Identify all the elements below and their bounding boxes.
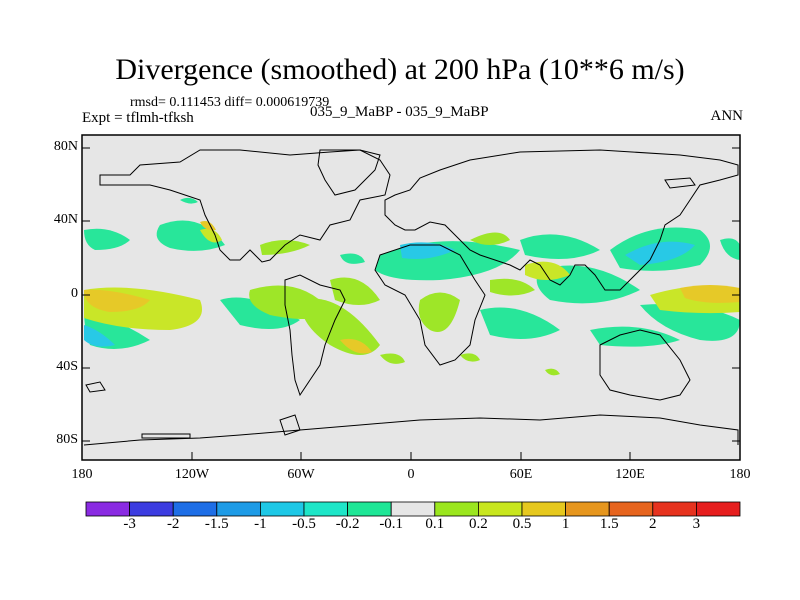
patch bbox=[720, 238, 740, 260]
patch bbox=[260, 240, 310, 255]
coastline-africa bbox=[374, 244, 486, 366]
x-tick-label: 120W bbox=[174, 467, 210, 482]
x-tick-label: 180 bbox=[729, 467, 751, 482]
rmsd-diff-stats: rmsd= 0.111453 diff= 0.000619739 bbox=[130, 95, 330, 110]
coastline-island bbox=[279, 414, 301, 436]
patch bbox=[470, 232, 510, 245]
colorbar-label: 1.5 bbox=[599, 516, 619, 532]
patch bbox=[640, 304, 740, 341]
colorbar-swatch bbox=[696, 501, 741, 517]
patch bbox=[330, 277, 380, 305]
colorbar-label: -1.5 bbox=[204, 516, 229, 532]
colorbar-label: -0.1 bbox=[379, 516, 404, 532]
y-tick-label: 40N bbox=[53, 212, 78, 227]
patch bbox=[545, 368, 560, 376]
season-label: ANN bbox=[710, 108, 744, 124]
colorbar-swatch bbox=[652, 501, 697, 517]
coastline-antarctica bbox=[83, 414, 739, 446]
colorbar-swatch bbox=[390, 501, 436, 517]
plot-title: Divergence (smoothed) at 200 hPa (10**6 … bbox=[115, 53, 685, 86]
patch bbox=[220, 297, 300, 329]
colorbar-swatch bbox=[129, 501, 174, 517]
y-tick-label: 40S bbox=[56, 359, 78, 374]
colorbar-label: 0.2 bbox=[469, 516, 488, 532]
colorbar-swatch bbox=[565, 501, 610, 517]
patch bbox=[84, 325, 115, 347]
colorbar-label: -1 bbox=[254, 516, 267, 532]
colorbar-swatch bbox=[259, 501, 305, 517]
patch bbox=[400, 242, 455, 259]
colorbar-label: -0.5 bbox=[292, 516, 316, 532]
coastlines bbox=[83, 149, 739, 446]
experiment-label: Expt = tflmh-tfksh bbox=[82, 110, 194, 126]
colorbar-swatch bbox=[477, 501, 523, 517]
patch bbox=[590, 326, 680, 347]
colorbar-swatch bbox=[347, 501, 392, 517]
colorbar-label: 0.5 bbox=[512, 516, 532, 532]
colorbar-label: -3 bbox=[123, 516, 136, 532]
case-comparison-label: 035_9_MaBP - 035_9_MaBP bbox=[310, 104, 489, 120]
divergence-field bbox=[84, 197, 740, 376]
coastline-eurasia bbox=[384, 149, 739, 291]
colorbar-label: 3 bbox=[692, 516, 701, 532]
x-axis-ticks bbox=[81, 452, 741, 460]
colorbar-label: -0.2 bbox=[335, 516, 360, 532]
patch bbox=[490, 278, 535, 296]
coastline-island bbox=[141, 433, 191, 439]
x-tick-label: 60W bbox=[287, 467, 315, 482]
patch bbox=[520, 234, 600, 259]
colorbar-swatch bbox=[172, 501, 218, 517]
colorbar-label: -2 bbox=[166, 516, 180, 532]
coastline-island bbox=[664, 177, 696, 189]
patch bbox=[180, 197, 198, 204]
colorbar-swatch bbox=[216, 501, 261, 517]
patch bbox=[380, 353, 405, 364]
coastline-south-america bbox=[284, 274, 346, 397]
colorbar-swatch bbox=[434, 501, 479, 517]
colorbar bbox=[85, 501, 741, 517]
y-tick-label: 0 bbox=[71, 286, 78, 301]
patch bbox=[525, 261, 570, 280]
y-tick-label: 80S bbox=[56, 432, 78, 447]
patch bbox=[84, 289, 150, 312]
patch bbox=[340, 253, 365, 264]
colorbar-swatch bbox=[521, 501, 566, 517]
y-axis-ticks bbox=[82, 147, 740, 442]
patch bbox=[300, 298, 380, 355]
y-tick-label: 80N bbox=[53, 139, 78, 154]
coastline-australia bbox=[599, 329, 691, 401]
patch bbox=[460, 353, 480, 362]
x-tick-label: 120E bbox=[615, 467, 645, 482]
patch bbox=[480, 307, 560, 339]
patch bbox=[625, 241, 695, 265]
coastline-north-america bbox=[99, 149, 391, 263]
patch bbox=[340, 338, 372, 354]
x-tick-label: 0 bbox=[407, 467, 415, 482]
x-tick-label: 60E bbox=[509, 467, 533, 482]
colorbar-swatch bbox=[85, 501, 130, 517]
patch bbox=[680, 285, 740, 303]
coastline-greenland bbox=[317, 149, 381, 196]
colorbar-swatch bbox=[303, 501, 348, 517]
colorbar-swatch bbox=[608, 501, 654, 517]
colorbar-label: 2 bbox=[649, 516, 657, 532]
x-tick-label: 180 bbox=[71, 467, 93, 482]
colorbar-label: 1 bbox=[561, 516, 570, 532]
coastline-island bbox=[85, 381, 106, 393]
patch bbox=[418, 292, 460, 332]
colorbar-label: 0.1 bbox=[425, 516, 445, 532]
patch bbox=[84, 228, 130, 250]
